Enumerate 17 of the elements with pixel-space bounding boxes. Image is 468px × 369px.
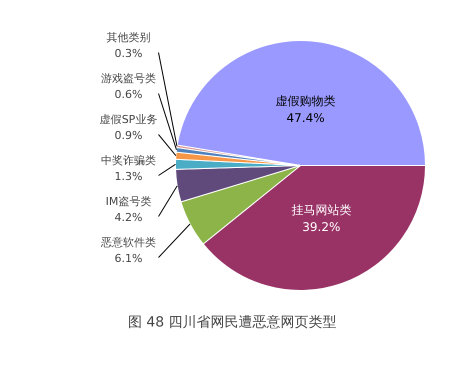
slice-label: 其他类别 bbox=[106, 31, 150, 44]
data-label: 1.3% bbox=[114, 170, 142, 183]
slice-label: 游戏盗号类 bbox=[101, 72, 156, 86]
slice-label: IM盗号类 bbox=[106, 195, 152, 208]
text: 图 48 四川省网民遭恶意网页类型 bbox=[128, 314, 337, 330]
slice-label: 虚假购物类 bbox=[276, 94, 336, 108]
slice-label: 虚假SP业务 bbox=[100, 113, 158, 126]
data-label: 0.3% bbox=[114, 46, 142, 60]
data-label: 39.2% bbox=[302, 220, 340, 234]
slice-label: 中奖诈骗类 bbox=[101, 154, 156, 168]
slice-label: 恶意软件类 bbox=[100, 236, 156, 250]
data-label: 4.2% bbox=[114, 210, 142, 224]
slice-label: 挂马网站类 bbox=[291, 203, 352, 218]
data-label: 47.4% bbox=[286, 110, 325, 125]
data-label: 0.9% bbox=[114, 128, 142, 142]
data-label: 0.6% bbox=[114, 88, 142, 101]
data-label: 6.1% bbox=[114, 252, 142, 265]
